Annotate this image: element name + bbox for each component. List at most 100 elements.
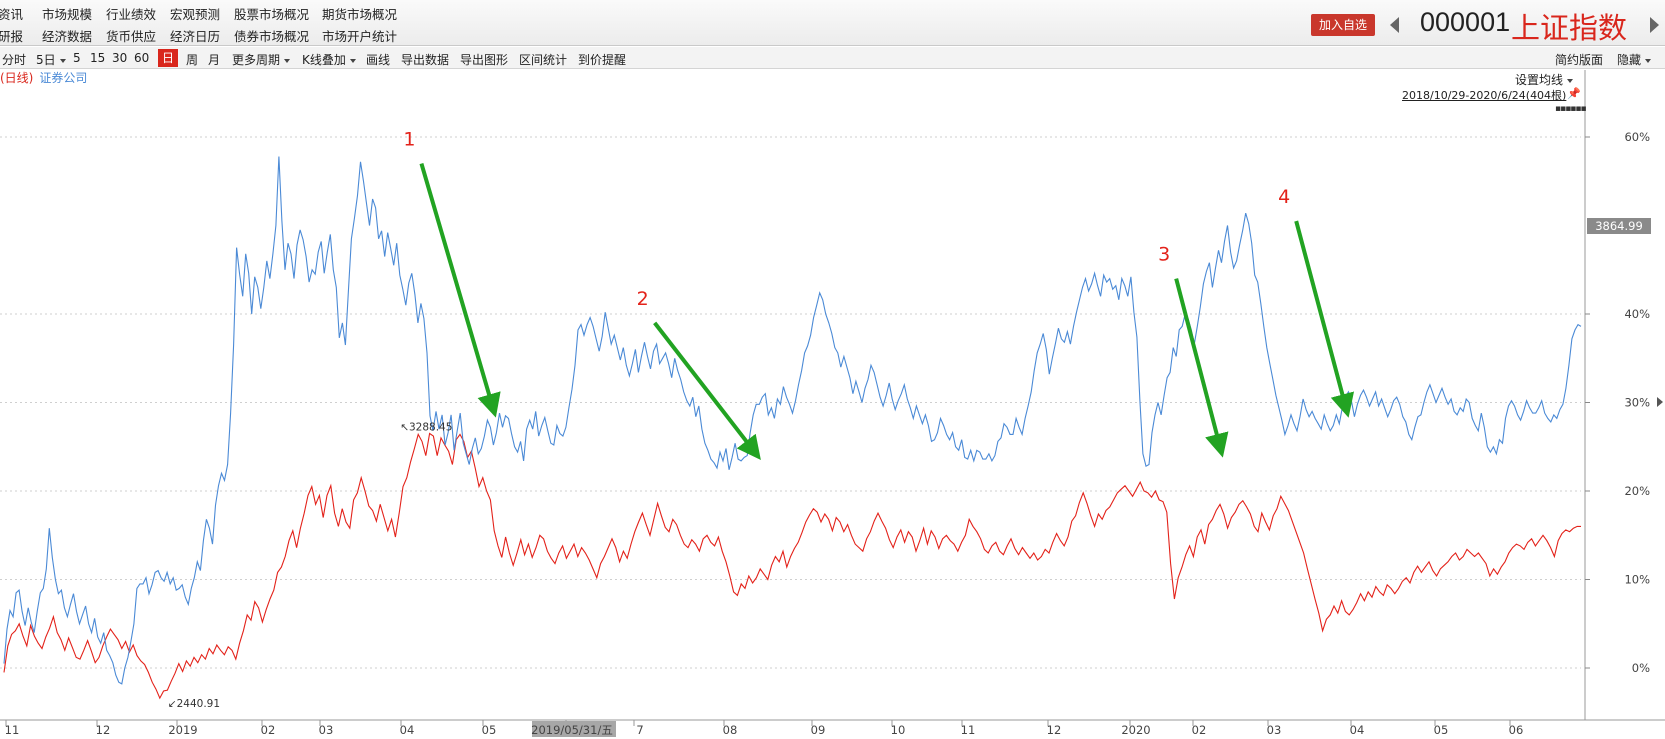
x-tick-label: 02 [1192, 723, 1207, 737]
chart-legend: (日线) 证券公司 [0, 69, 87, 86]
x-tick-label: 08 [723, 723, 738, 737]
simple-layout-button[interactable]: 简约版面 [1555, 53, 1604, 67]
x-tick-label: 12 [96, 723, 111, 737]
hide-label: 隐藏 [1617, 53, 1642, 67]
tab-60min[interactable]: 60 [134, 51, 150, 65]
menu-item[interactable]: 期货市场概况 [322, 7, 398, 22]
kline-overlay-label: K线叠加 [302, 53, 346, 67]
ma-settings-label: 设置均线 [1515, 73, 1564, 87]
annotation-group: 1 2 3 4 ↖3288.45 ↙2440.91 [168, 129, 1355, 710]
menu-item[interactable]: 股票市场概况 [234, 7, 310, 22]
x-tick-label: 04 [400, 723, 415, 737]
expand-right-icon[interactable] [1657, 397, 1663, 407]
date-range-link[interactable]: 2018/10/29-2020/6/24(404根) [1402, 89, 1567, 102]
menu-item[interactable]: 研报 [0, 29, 24, 44]
y-tick-group: 60% 40% 30% 20% 10% 0% [1585, 130, 1650, 675]
price-alert-button[interactable]: 到价提醒 [578, 53, 627, 67]
stock-name: 上证指数 [1511, 11, 1628, 45]
x-tick-label: 06 [1509, 723, 1524, 737]
y-tick-label: 40% [1624, 307, 1650, 321]
tab-5day[interactable]: 5日 [36, 51, 66, 68]
annotation-arrow [1174, 278, 1229, 458]
x-tick-label: 09 [811, 723, 826, 737]
tab-intraday[interactable]: 分时 [2, 53, 27, 67]
tab-5min[interactable]: 5 [73, 51, 81, 65]
x-tick-label: 03 [1267, 723, 1282, 737]
pin-icon[interactable]: 📌 [1567, 87, 1581, 100]
stock-code: 000001 [1420, 7, 1511, 37]
chevron-down-icon [1645, 58, 1652, 63]
top-menu: 资讯 市场规模 行业绩效 宏观预测 股票市场概况 期货市场概况 研报 经济数据 … [0, 4, 402, 45]
annotation-arrow [653, 321, 761, 461]
x-tick-label: 10 [891, 723, 906, 737]
series-group [3, 156, 1582, 700]
chevron-down-icon [349, 58, 356, 63]
annotation-arrow [419, 162, 501, 418]
tab-5day-label: 5日 [36, 53, 56, 67]
y-tick-label: 60% [1624, 130, 1650, 144]
ma-settings-dropdown[interactable]: 设置均线 [1515, 71, 1574, 88]
prev-arrow-icon[interactable] [1390, 17, 1399, 33]
range-stats-button[interactable]: 区间统计 [519, 53, 568, 67]
x-tick-label: 05 [1434, 723, 1449, 737]
more-periods-label: 更多周期 [232, 53, 281, 67]
chevron-down-icon [284, 58, 291, 63]
hide-button[interactable]: 隐藏 [1617, 51, 1652, 68]
x-tick-label: 2019/05/31/五 [531, 723, 613, 737]
y-tick-label: 20% [1624, 484, 1650, 498]
kline-overlay-dropdown[interactable]: K线叠加 [302, 51, 356, 68]
legend-period: (日线) [0, 71, 34, 85]
x-tick-label: 02 [261, 723, 276, 737]
menu-item[interactable]: 宏观预测 [170, 7, 221, 22]
menu-item[interactable]: 经济数据 [42, 29, 93, 44]
export-image-button[interactable]: 导出图形 [460, 53, 509, 67]
tab-15min[interactable]: 15 [90, 51, 106, 65]
price-tag: 3864.99 [1587, 218, 1651, 234]
menu-item[interactable]: 债券市场概况 [234, 29, 310, 44]
y-tick-label: 0% [1632, 661, 1650, 675]
tab-30min[interactable]: 30 [112, 51, 128, 65]
x-tick-label: 03 [319, 723, 334, 737]
x-tick-label: 05 [482, 723, 497, 737]
menu-item[interactable]: 货币供应 [106, 29, 157, 44]
x-tick-label: 11 [961, 723, 976, 737]
x-tick-group: 11 12 2019 02 03 04 05 2019/05/31/五 7 08 09 10 11 12 2… [5, 720, 1524, 737]
price-tag-bg [1587, 218, 1651, 234]
x-tick-label: 12 [1047, 723, 1062, 737]
chevron-down-icon [59, 58, 66, 63]
chevron-down-icon [1567, 78, 1574, 83]
annotation-label: 1 [403, 129, 415, 151]
x-tick-label: 2019 [168, 723, 197, 737]
draw-line-button[interactable]: 画线 [366, 53, 391, 67]
menu-item[interactable]: 市场开户统计 [322, 29, 398, 44]
next-arrow-icon[interactable] [1650, 17, 1659, 33]
cursor-date-bg [532, 721, 616, 737]
annotation-label: 3 [1158, 244, 1170, 266]
annotation-label: 4 [1278, 186, 1290, 208]
menu-item[interactable]: 市场规模 [42, 7, 93, 22]
price-tag-label: 3864.99 [1595, 219, 1643, 233]
tab-monthly[interactable]: 月 [208, 53, 221, 67]
y-tick-label: 30% [1624, 396, 1650, 410]
y-tick-label: 10% [1624, 573, 1650, 587]
add-watchlist-button[interactable]: 加入自选 [1311, 14, 1375, 36]
annotation-label: 2 [637, 288, 649, 310]
chart-toolbar: 分时 5日 5 15 30 60 日 周 月 更多周期 K线叠加 画线 导出数据… [0, 47, 1665, 69]
menu-item[interactable]: 行业绩效 [106, 7, 157, 22]
series-line [3, 432, 1581, 700]
export-data-button[interactable]: 导出数据 [401, 53, 450, 67]
grid [0, 136, 1581, 669]
menu-item[interactable]: 经济日历 [170, 29, 221, 44]
more-periods-dropdown[interactable]: 更多周期 [232, 51, 291, 68]
x-tick-label: 11 [5, 723, 20, 737]
x-tick-label: 04 [1350, 723, 1365, 737]
annotation-arrow [1294, 220, 1355, 418]
grip-icon[interactable]: ▪▪▪▪▪▪ [1555, 104, 1587, 114]
x-tick-label: 2020 [1121, 723, 1150, 737]
tab-daily[interactable]: 日 [158, 49, 179, 67]
x-tick-label: 7 [636, 723, 643, 737]
tab-weekly[interactable]: 周 [186, 53, 199, 67]
extreme-marker-label: ↙2440.91 [168, 698, 220, 710]
menu-item[interactable]: 资讯 [0, 7, 24, 22]
